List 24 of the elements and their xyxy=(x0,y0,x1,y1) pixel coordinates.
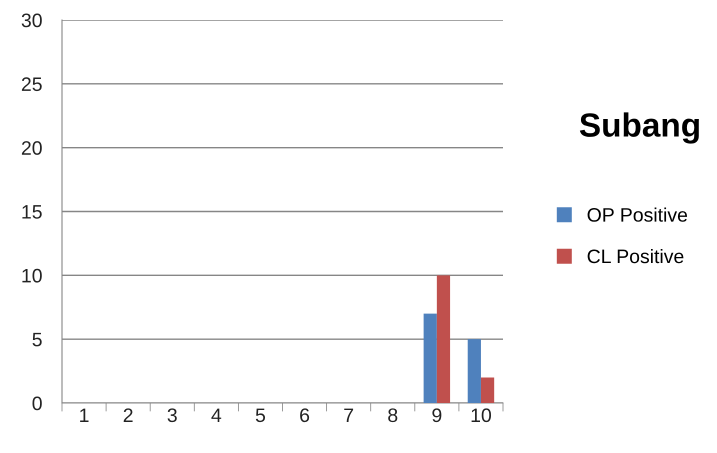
x-tick-label: 3 xyxy=(168,408,177,422)
y-tick-label: 15 xyxy=(22,205,42,219)
bar xyxy=(424,314,437,403)
legend-label: CL Positive xyxy=(588,248,684,264)
x-tick-label: 1 xyxy=(80,408,89,422)
y-tick-label: 25 xyxy=(22,77,42,92)
bar xyxy=(436,275,450,403)
text: Subang xyxy=(580,112,699,144)
x-tick-label: 9 xyxy=(432,408,442,422)
x-tick-label: 2 xyxy=(124,408,133,422)
x-tick-label: 8 xyxy=(388,408,398,422)
x-tick-label: 5 xyxy=(256,408,266,422)
y-tick-label: 10 xyxy=(22,268,42,283)
y-tick-label: 20 xyxy=(22,141,42,155)
y-tick-label: 5 xyxy=(32,332,42,346)
y-tick-label: 0 xyxy=(32,396,42,410)
legend-label: OP Positive xyxy=(588,208,688,222)
x-tick-label: 6 xyxy=(300,408,310,422)
x-tick-label: 7 xyxy=(344,408,354,422)
bar xyxy=(468,339,481,403)
x-tick-label: 4 xyxy=(211,408,222,422)
y-tick-label: 30 xyxy=(22,13,42,28)
bar xyxy=(480,377,494,403)
x-tick-label: 10 xyxy=(472,408,492,422)
